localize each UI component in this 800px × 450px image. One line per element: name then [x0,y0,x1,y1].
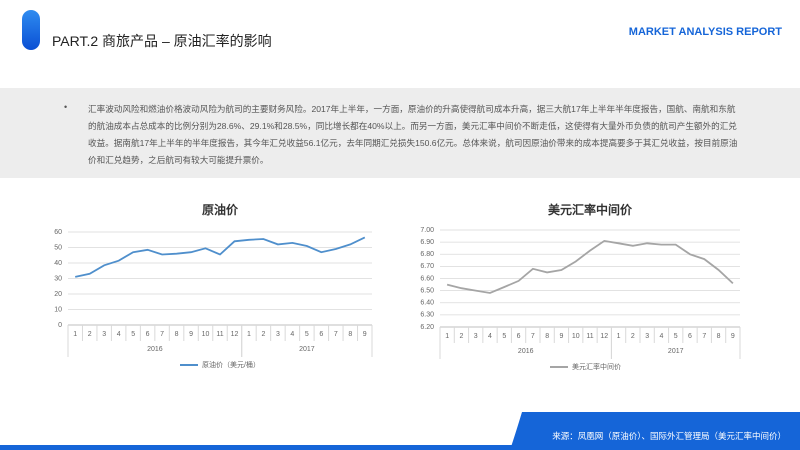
x-tick-label: 5 [674,333,678,340]
x-tick-label: 8 [175,331,179,338]
x-tick-label: 6 [688,333,692,340]
footer-bg [510,412,800,450]
x-tick-label: 4 [117,331,121,338]
x-tick-label: 11 [216,331,223,338]
x-tick-label: 4 [488,333,492,340]
y-tick-label: 7.00 [420,227,434,234]
x-tick-label: 10 [202,331,210,338]
x-tick-label: 10 [572,333,580,340]
bullet: • [64,102,68,112]
group-label: 2016 [147,346,163,353]
x-tick-label: 6 [319,331,323,338]
y-tick-label: 50 [54,244,62,251]
y-tick-label: 30 [54,275,62,282]
x-tick-label: 2 [88,331,92,338]
y-tick-label: 6.30 [420,312,434,319]
x-tick-label: 4 [659,333,663,340]
x-tick-label: 8 [717,333,721,340]
y-tick-label: 20 [54,291,62,298]
y-tick-label: 6.80 [420,251,434,258]
y-tick-label: 6.40 [420,300,434,307]
x-tick-label: 2 [261,331,265,338]
header-icon [22,10,40,50]
x-tick-label: 5 [305,331,309,338]
y-tick-label: 40 [54,260,62,267]
x-tick-label: 1 [445,333,449,340]
y-tick-label: 10 [54,306,62,313]
x-tick-label: 11 [586,333,593,340]
header-title: PART.2 商旅产品 – 原油汇率的影响 [52,33,272,49]
x-tick-label: 1 [247,331,251,338]
x-tick-label: 5 [502,333,506,340]
y-tick-label: 6.20 [420,324,434,331]
x-tick-label: 9 [559,333,563,340]
y-tick-label: 60 [54,229,62,236]
x-tick-label: 9 [189,331,193,338]
x-tick-label: 12 [600,333,608,340]
x-tick-label: 1 [617,333,621,340]
x-tick-label: 3 [276,331,280,338]
x-tick-label: 2 [459,333,463,340]
group-label: 2017 [668,348,684,355]
body-text: 汇率波动风险和燃油价格波动风险为航司的主要财务风险。2017年上半年，一方面，原… [88,104,738,165]
report-label: MARKET ANALYSIS REPORT [628,26,782,38]
x-tick-label: 7 [160,331,164,338]
x-tick-label: 5 [131,331,135,338]
y-tick-label: 6.90 [420,239,434,246]
x-tick-label: 1 [73,331,77,338]
group-label: 2017 [299,346,315,353]
x-tick-label: 4 [290,331,294,338]
x-tick-label: 6 [146,331,150,338]
x-tick-label: 3 [645,333,649,340]
y-tick-label: 0 [58,322,62,329]
group-label: 2016 [518,348,534,355]
x-tick-label: 3 [102,331,106,338]
x-tick-label: 8 [545,333,549,340]
y-tick-label: 6.60 [420,275,434,282]
x-tick-label: 6 [517,333,521,340]
x-tick-label: 2 [631,333,635,340]
chart-title: 美元汇率中间价 [548,202,633,217]
x-tick-label: 3 [474,333,478,340]
x-tick-label: 7 [531,333,535,340]
footer-shape [510,412,800,450]
x-tick-label: 9 [363,331,367,338]
chart-title: 原油价 [202,202,239,217]
series-line [446,239,734,294]
source: 来源：凤凰网（原油价）、国际外汇管理局（美元汇率中间价） [552,431,786,441]
x-tick-label: 7 [702,333,706,340]
text-band [0,88,800,178]
series-line [75,236,366,278]
x-tick-label: 7 [334,331,338,338]
x-tick-label: 9 [731,333,735,340]
bottom-line [0,445,800,450]
legend-label: 原油价（美元/桶） [202,360,260,369]
legend-label: 美元汇率中间价 [572,362,621,371]
y-tick-label: 6.50 [420,287,434,294]
y-tick-label: 6.70 [420,263,434,270]
x-tick-label: 8 [348,331,352,338]
x-tick-label: 12 [231,331,239,338]
